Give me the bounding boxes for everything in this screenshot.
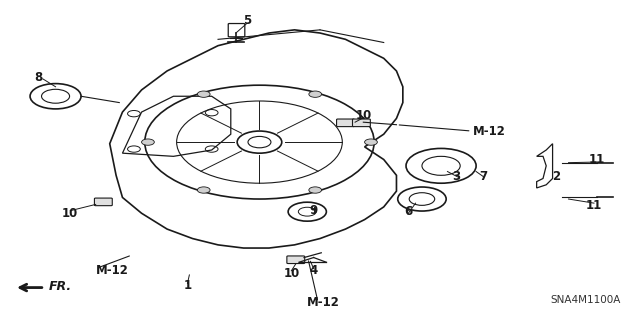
Circle shape <box>197 187 210 193</box>
Circle shape <box>197 91 210 97</box>
Text: 6: 6 <box>404 205 412 218</box>
FancyBboxPatch shape <box>337 119 355 127</box>
Text: 3: 3 <box>452 170 460 183</box>
Circle shape <box>365 139 378 145</box>
Text: 7: 7 <box>480 170 488 183</box>
Text: M-12: M-12 <box>96 264 129 277</box>
Circle shape <box>309 187 321 193</box>
Text: 1: 1 <box>184 279 191 293</box>
Text: 11: 11 <box>586 199 602 212</box>
Text: 9: 9 <box>310 204 317 217</box>
Text: 5: 5 <box>243 14 251 27</box>
FancyBboxPatch shape <box>95 198 112 206</box>
Text: FR.: FR. <box>49 280 72 293</box>
Text: M-12: M-12 <box>473 124 506 137</box>
FancyBboxPatch shape <box>353 119 371 127</box>
Text: 11: 11 <box>589 153 605 166</box>
Text: 10: 10 <box>283 267 300 280</box>
FancyBboxPatch shape <box>287 256 305 263</box>
Text: 4: 4 <box>310 264 317 277</box>
Text: SNA4M1100A: SNA4M1100A <box>550 295 621 305</box>
Text: 2: 2 <box>552 170 560 183</box>
Text: 10: 10 <box>355 109 371 122</box>
Text: 8: 8 <box>34 71 42 84</box>
Text: 10: 10 <box>62 207 78 220</box>
Circle shape <box>141 139 154 145</box>
Circle shape <box>309 91 321 97</box>
Text: M-12: M-12 <box>307 296 340 309</box>
